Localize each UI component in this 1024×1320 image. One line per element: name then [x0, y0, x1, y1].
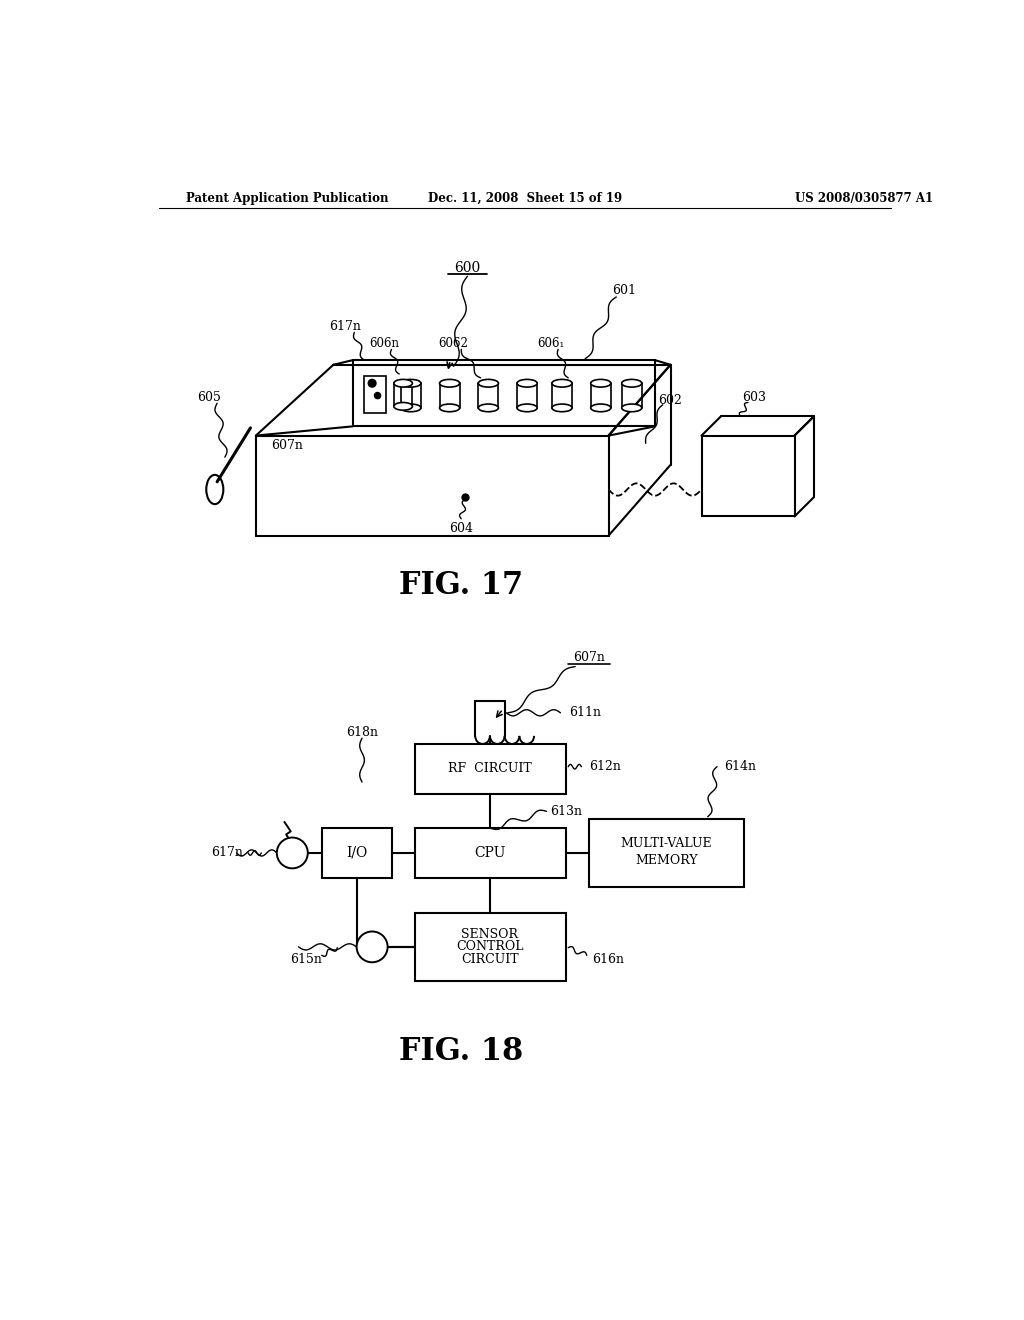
Ellipse shape — [439, 404, 460, 412]
Ellipse shape — [552, 379, 572, 387]
Text: I/O: I/O — [346, 846, 368, 859]
Text: 617n: 617n — [329, 319, 360, 333]
Text: 604: 604 — [450, 521, 473, 535]
Ellipse shape — [478, 379, 499, 387]
Bar — [322, 829, 391, 878]
Text: MEMORY: MEMORY — [635, 854, 698, 867]
Bar — [701, 436, 795, 516]
Text: MULTI-VALUE: MULTI-VALUE — [621, 837, 713, 850]
Text: 611n: 611n — [569, 706, 601, 719]
Ellipse shape — [394, 379, 413, 387]
Ellipse shape — [517, 379, 538, 387]
Text: FIG. 17: FIG. 17 — [399, 570, 523, 601]
Text: 616n: 616n — [593, 953, 625, 966]
Text: CPU: CPU — [474, 846, 506, 859]
Ellipse shape — [622, 379, 642, 387]
Ellipse shape — [591, 404, 611, 412]
Ellipse shape — [622, 404, 642, 412]
Text: RF  CIRCUIT: RF CIRCUIT — [449, 762, 531, 775]
Text: 607n: 607n — [573, 651, 605, 664]
Circle shape — [369, 379, 376, 387]
Text: Patent Application Publication: Patent Application Publication — [186, 191, 389, 205]
Bar — [415, 829, 566, 878]
Ellipse shape — [478, 404, 499, 412]
Bar — [589, 818, 744, 887]
Text: 612n: 612n — [589, 760, 621, 774]
Ellipse shape — [400, 379, 421, 387]
Text: Dec. 11, 2008  Sheet 15 of 19: Dec. 11, 2008 Sheet 15 of 19 — [428, 191, 622, 205]
Text: 601: 601 — [612, 284, 636, 297]
Ellipse shape — [400, 404, 421, 412]
Ellipse shape — [206, 475, 223, 504]
Bar — [415, 743, 566, 793]
Text: 606₁: 606₁ — [537, 337, 564, 350]
Text: 600: 600 — [455, 261, 480, 275]
Text: 606n: 606n — [369, 337, 398, 350]
Ellipse shape — [552, 404, 572, 412]
Circle shape — [375, 392, 381, 399]
Text: 614n: 614n — [724, 760, 757, 774]
Text: FIG. 18: FIG. 18 — [399, 1036, 523, 1067]
Text: 617n: 617n — [211, 846, 243, 859]
Ellipse shape — [394, 403, 413, 411]
Text: 615n: 615n — [291, 953, 323, 966]
Text: US 2008/0305877 A1: US 2008/0305877 A1 — [796, 191, 933, 205]
Text: 618n: 618n — [346, 726, 378, 739]
Ellipse shape — [591, 379, 611, 387]
Ellipse shape — [517, 404, 538, 412]
Text: 602: 602 — [658, 395, 682, 408]
Bar — [415, 913, 566, 981]
Text: 607n: 607n — [271, 440, 303, 453]
Text: CONTROL: CONTROL — [456, 940, 523, 953]
Text: 6062: 6062 — [438, 337, 468, 350]
Ellipse shape — [439, 379, 460, 387]
Text: CIRCUIT: CIRCUIT — [461, 953, 519, 966]
Bar — [365, 376, 386, 413]
Text: 613n: 613n — [550, 805, 582, 818]
Circle shape — [276, 838, 308, 869]
Circle shape — [356, 932, 388, 962]
Text: 605: 605 — [198, 391, 221, 404]
Text: SENSOR: SENSOR — [462, 928, 518, 941]
Text: 603: 603 — [742, 391, 766, 404]
